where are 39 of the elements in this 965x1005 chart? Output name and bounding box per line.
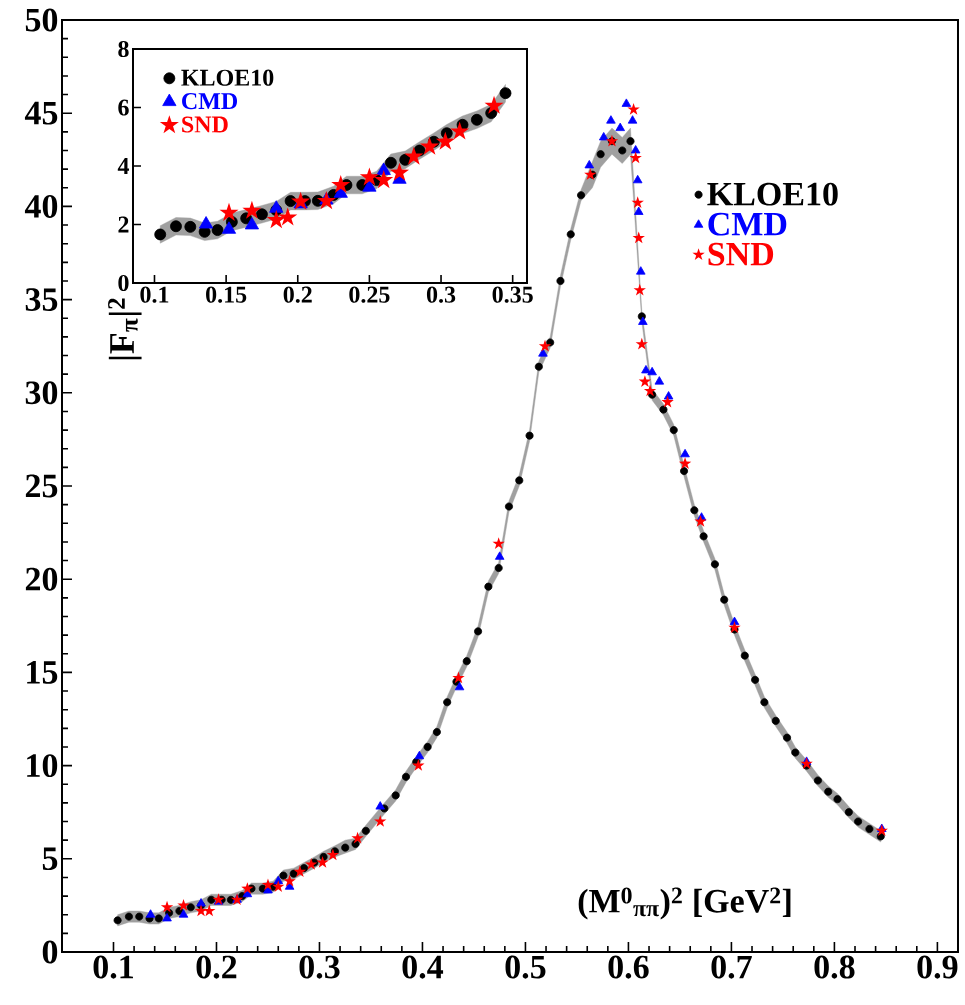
y-tick-label: 5 (42, 847, 58, 871)
y-tick-label: 50 (25, 8, 58, 32)
y-tick-label: 6 (118, 99, 129, 116)
x-tick-label: 0.2 (196, 955, 237, 979)
y-axis-title: |F$_{π}$|$^{2}$ (108, 298, 142, 360)
x-tick-label: 0.8 (814, 955, 855, 979)
y-tick-label: 8 (118, 40, 129, 58)
y-tick-label: 25 (25, 474, 58, 498)
y-tick-label: 20 (25, 567, 58, 591)
y-tick-label: 45 (24, 101, 58, 125)
y-tick-label: 2 (118, 216, 129, 233)
x-tick-label: 0.1 (140, 286, 169, 303)
x-tick-label: 0.1 (93, 955, 133, 979)
x-tick-label: 0.25 (349, 286, 390, 303)
legend-label: CMD (182, 93, 238, 110)
x-tick-label: 0.15 (206, 286, 247, 303)
x-tick-label: 0.35 (492, 286, 533, 303)
legend-label: SND (182, 116, 228, 133)
y-tick-label: 0 (118, 274, 129, 292)
y-tick-label: 30 (25, 381, 58, 405)
legend-label: SND (708, 242, 774, 266)
x-tick-label: 0.5 (505, 955, 546, 979)
legend-label: KLOE10 (707, 182, 838, 206)
x-tick-label: 0.7 (711, 955, 752, 979)
y-tick-label: 35 (25, 288, 58, 312)
x-tick-label: 0.4 (402, 955, 444, 979)
y-tick-label: 0 (42, 940, 58, 964)
y-tick-label: 10 (27, 754, 58, 778)
x-axis-title: (M$^{0}$$_{ππ}$)$^{2}$ [GeV$^{2}$] (578, 887, 791, 920)
x-tick-label: 0.3 (299, 955, 340, 979)
y-tick-label: 4 (117, 158, 130, 174)
y-tick-label: 15 (27, 661, 58, 684)
legend-label: KLOE10 (181, 69, 274, 86)
y-tick-label: 40 (24, 194, 58, 218)
legend-label: CMD (708, 212, 787, 236)
x-tick-label: 0.9 (917, 955, 958, 979)
x-tick-label: 0.2 (283, 286, 312, 303)
x-tick-label: 0.3 (426, 286, 456, 303)
x-tick-label: 0.6 (608, 955, 649, 979)
